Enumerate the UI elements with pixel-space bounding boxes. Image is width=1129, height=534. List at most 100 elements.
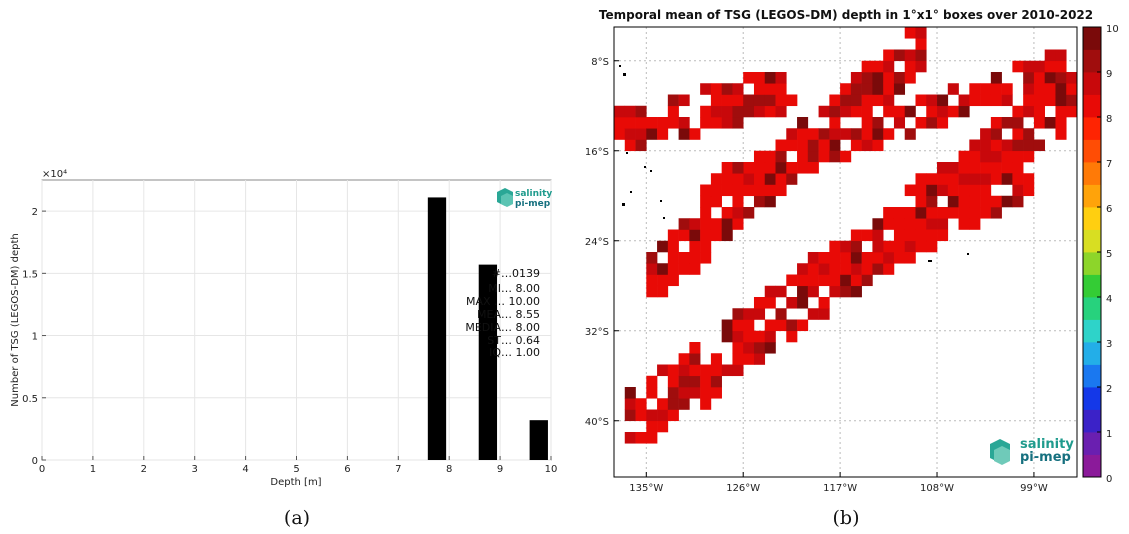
map-cell: [678, 398, 690, 410]
map-cell: [689, 375, 701, 388]
map-cell: [872, 72, 884, 84]
map-cell: [689, 342, 701, 354]
x-tick-label: 0: [39, 464, 45, 475]
map-cell: [764, 285, 776, 298]
stat-count: #…0139: [492, 267, 540, 280]
longitude-tick-label: 117°W: [823, 483, 857, 494]
map-cell: [764, 162, 776, 174]
longitude-tick-label: 126°W: [726, 483, 760, 494]
map-cell: [1033, 117, 1045, 129]
map-cell: [775, 319, 787, 332]
map-cell: [721, 105, 733, 118]
map-cell: [667, 364, 679, 377]
map-cell: [786, 94, 798, 107]
map-cell: [775, 83, 787, 95]
map-cell: [624, 117, 636, 129]
map-cell: [947, 195, 959, 208]
map-cell: [883, 218, 895, 230]
map-cell: [689, 364, 701, 377]
y-axis-exponent: ×10⁴: [42, 169, 67, 180]
map-cell: [893, 252, 906, 264]
map-cell: [624, 409, 636, 422]
map-cell: [721, 218, 733, 230]
map-cell: [678, 94, 690, 107]
map-cell: [678, 387, 690, 399]
map-cell: [743, 207, 755, 219]
map-cell: [797, 117, 809, 129]
map-cell: [753, 72, 766, 84]
y-tick-label: 0.5: [22, 394, 38, 405]
map-cell: [753, 94, 766, 107]
map-cell: [990, 72, 1002, 84]
map-cell: [915, 173, 927, 185]
map-cell: [657, 420, 669, 433]
map-cell: [840, 263, 852, 275]
colorbar-segment: [1083, 72, 1101, 95]
map-cell: [689, 240, 701, 253]
x-tick-label: 1: [90, 464, 96, 475]
colorbar-segment: [1083, 117, 1101, 140]
map-cell: [721, 173, 733, 185]
colorbar-segment: [1083, 409, 1101, 433]
map-cell: [872, 83, 884, 95]
map-cell: [861, 128, 873, 140]
map-cell: [969, 195, 981, 208]
map-cell: [1012, 60, 1024, 73]
map-cell: [840, 105, 852, 118]
caption-a: (a): [284, 507, 310, 529]
map-cell: [775, 285, 787, 298]
map-cell: [915, 60, 927, 73]
map-cell: [732, 94, 744, 107]
map-cell: [732, 319, 744, 332]
map-cell: [947, 207, 959, 219]
map-cell: [1001, 83, 1013, 95]
map-cell: [678, 263, 690, 275]
colorbar-segment: [1083, 274, 1101, 298]
stat-std: ST… 0.64: [487, 334, 540, 347]
map-cell: [614, 117, 626, 129]
map-cell: [915, 117, 927, 129]
map-cell: [850, 72, 862, 84]
map-cell: [818, 128, 830, 140]
map-cell: [657, 398, 669, 410]
map-cell: [689, 252, 701, 264]
histogram-grid: [41, 180, 552, 461]
map-cell: [937, 173, 949, 185]
map-cell: [969, 207, 981, 219]
map-cell: [883, 105, 895, 118]
map-cell: [614, 105, 626, 118]
map-cell: [764, 173, 776, 185]
map-cell: [915, 184, 927, 197]
map-cell: [753, 150, 766, 163]
map-cell: [861, 72, 873, 84]
map-cell: [926, 207, 938, 219]
map-cell: [840, 274, 852, 287]
map-cell: [700, 387, 712, 399]
map-cell: [861, 83, 873, 95]
map-cell: [958, 162, 970, 174]
map-cell: [700, 218, 712, 230]
latitude-tick-label: 24°S: [585, 237, 609, 248]
statistics-box: #…0139 MI… 8.00 MAX … 10.00 MEA… 8.55 ME…: [465, 267, 540, 359]
map-cell: [710, 83, 722, 95]
map-cell: [786, 330, 798, 343]
map-cell: [807, 274, 819, 287]
map-cell: [667, 409, 679, 422]
map-cell: [904, 105, 916, 118]
map-cell: [926, 105, 938, 118]
map-cell: [786, 319, 798, 332]
map-cell: [732, 207, 744, 219]
map-cell: [646, 263, 658, 275]
map-logo-line-2: pi-mep: [1020, 450, 1071, 465]
map-cell: [764, 83, 776, 95]
map-cell: [883, 49, 895, 62]
colorbar-tick-label: 2: [1106, 384, 1112, 395]
map-cell: [646, 420, 658, 433]
map-cell: [721, 364, 733, 377]
map-cell: [829, 240, 841, 253]
map-cell: [1033, 72, 1045, 84]
map-cell: [743, 342, 755, 354]
map-cell: [915, 207, 927, 219]
map-cell: [797, 150, 809, 163]
map-cell: [786, 173, 798, 185]
